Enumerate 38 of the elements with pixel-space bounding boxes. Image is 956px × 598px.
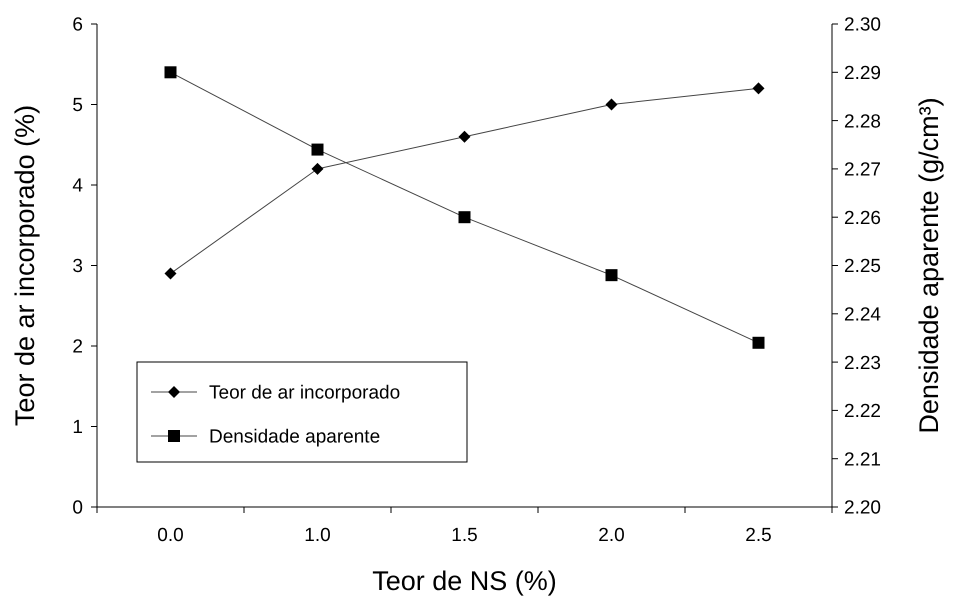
y2-tick-label: 2.25: [844, 256, 881, 278]
y-tick-label: 3: [72, 256, 83, 278]
y2-axis-title: Densidade aparente (g/cm³): [914, 97, 944, 434]
y2-tick-label: 2.29: [844, 62, 881, 84]
y-tick-label: 1: [72, 417, 83, 438]
y2-tick-label: 2.23: [844, 352, 881, 374]
point: [752, 336, 764, 349]
point: [458, 211, 470, 224]
point: [606, 98, 618, 110]
point: [164, 66, 176, 78]
x-axis-title: Teor de NS (%): [372, 566, 557, 596]
y2-tick-label: 2.30: [844, 14, 881, 36]
point: [312, 144, 324, 156]
point: [312, 162, 324, 175]
x-tick-label: 0.0: [157, 525, 184, 546]
legend-label: Teor de ar incorporado: [209, 382, 400, 404]
point: [752, 82, 764, 94]
y-tick-label: 5: [72, 95, 83, 116]
point: [606, 269, 618, 282]
x-tick-label: 1.0: [304, 525, 331, 546]
y-tick-label: 2: [72, 336, 83, 358]
y2-tick-label: 2.26: [844, 208, 881, 229]
point: [164, 268, 176, 280]
y2-tick-label: 2.20: [844, 498, 881, 519]
y-tick-label: 4: [72, 176, 84, 197]
y-tick-label: 6: [72, 14, 83, 36]
y-tick-label: 0: [72, 498, 83, 519]
y2-tick-label: 2.27: [844, 160, 881, 181]
y2-tick-label: 2.21: [844, 449, 881, 470]
y2-tick-label: 2.24: [844, 304, 882, 326]
x-tick-label: 1.5: [451, 525, 478, 546]
x-tick-label: 2.0: [598, 525, 625, 546]
y-axis-title: Teor de ar incorporado (%): [10, 104, 40, 426]
x-tick-label: 2.5: [745, 525, 772, 546]
y2-tick-label: 2.22: [844, 401, 881, 422]
point: [458, 130, 470, 143]
y2-tick-label: 2.28: [844, 111, 881, 132]
legend-label: Densidade aparente: [209, 426, 380, 448]
